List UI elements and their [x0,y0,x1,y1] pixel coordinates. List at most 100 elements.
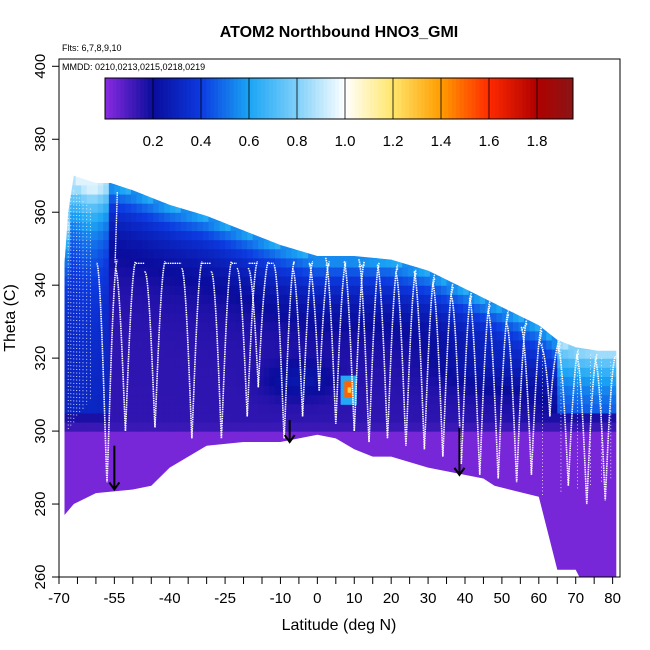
curtain-cell [64,230,66,241]
curtain-cell [501,257,509,268]
curtain-cell [97,349,104,359]
curtain-cell [180,266,187,277]
curtain-cell [590,330,597,341]
curtain-cell [407,230,414,241]
curtain-cell [391,358,398,368]
curtain-cell [308,175,315,186]
curtain-cell [612,266,617,277]
curtain-cell [158,175,165,186]
curtain-cell [341,321,348,332]
curtain-cell [573,184,581,195]
curtain-cell [75,385,82,396]
curtain-cell [280,339,287,350]
curtain-cell [103,175,110,186]
curtain-cell [474,349,481,359]
curtain-cell [413,175,420,177]
curtain-cell [208,330,215,341]
y-tick-label: 400 [32,54,49,79]
curtain-cell [391,376,398,387]
flight-segment [505,314,510,324]
curtain-cell [479,294,486,305]
curtain-cell [108,257,115,268]
curtain-cell [413,175,420,186]
curtain-cell [64,285,66,295]
curtain-cell [562,257,569,268]
curtain-cell [219,248,226,259]
curtain-cell [518,230,525,241]
curtain-cell [274,339,282,350]
curtain-cell [191,403,199,414]
curtain-cell [590,175,597,177]
curtain-cell [512,276,520,286]
curtain-cell [130,412,138,423]
curtain-cell [175,248,182,259]
curtain-cell [540,203,547,213]
curtain-cell [86,367,93,377]
colorbar-cell [459,78,465,119]
curtain-cell [618,212,624,222]
curtain-cell [424,321,431,332]
curtain-cell [285,257,293,268]
curtain-cell [285,412,293,423]
curtain-cell [136,421,143,432]
curtain-cell [285,376,293,387]
curtain-cell [441,285,448,295]
curtain-cell [618,194,624,204]
curtain-cell [607,230,614,241]
curtain-cell [269,403,276,414]
curtain-cell [463,175,470,177]
curtain-cell [241,257,248,268]
curtain-cell [64,339,66,350]
curtain-cell [75,358,82,368]
curtain-cell [291,321,298,332]
curtain-cell [258,175,265,186]
colorbar-cell [370,78,375,119]
curtain-cell [285,367,293,377]
curtain-cell [97,421,104,432]
curtain-cell [208,184,215,195]
curtain-cell [81,330,88,341]
curtain-cell [518,321,525,332]
curtain-cell [501,175,509,186]
curtain-cell [164,330,171,341]
curtain-cell [579,285,586,295]
curtain-cell [225,203,232,213]
curtain-cell [501,175,509,177]
curtain-cell [186,403,193,414]
flight-profile [95,259,119,483]
curtain-cell [568,221,575,232]
curtain-cell [507,394,514,405]
curtain-cell [546,230,553,241]
curtain-cell [330,367,337,377]
curtain-cell [524,257,531,268]
curtain-cell [551,248,558,259]
x-tick-label: -25 [214,590,236,607]
curtain-cell [64,212,71,222]
curtain-cell [562,394,569,405]
curtain-cell [142,175,149,186]
curtain-cell [529,257,536,268]
curtain-cell [103,184,110,195]
curtain-cell [418,339,425,350]
curtain-cell [291,339,298,350]
curtain-cell [274,349,282,359]
curtain-cell [618,176,624,186]
curtain-cell [175,339,182,350]
curtain-cell [319,276,326,286]
curtain-cell [618,267,624,277]
curtain-cell [291,421,298,432]
curtain-cell [191,212,199,222]
flight-segment [114,192,119,264]
curtain-cell [225,266,232,277]
curtain-cell [103,248,110,259]
curtain-cell [374,303,381,314]
colorbar-cell [245,78,250,119]
colorbar-cell [272,78,278,119]
curtain-cell [618,221,624,231]
curtain-cell [186,175,193,186]
curtain-cell [263,248,270,259]
curtain-cell [468,339,475,350]
curtain-cell [512,239,520,250]
curtain-cell [518,412,525,423]
curtain-cell [607,376,614,387]
